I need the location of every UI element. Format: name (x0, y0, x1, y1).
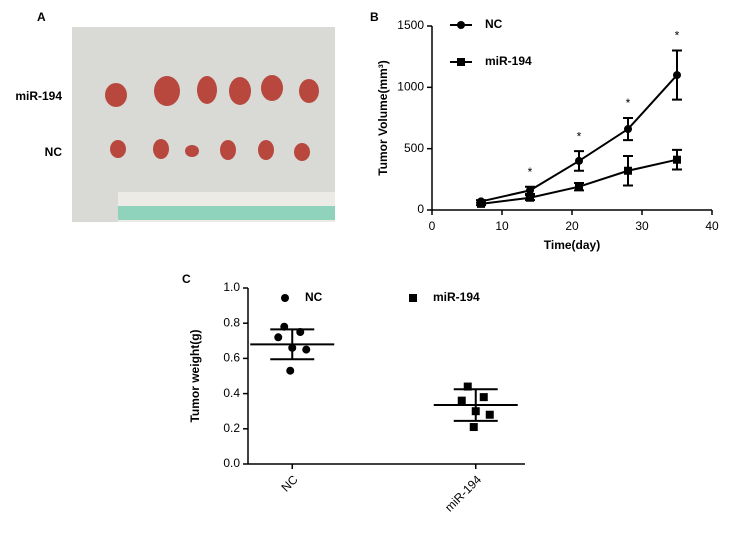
legend-label: miR-194 (485, 54, 532, 68)
marker (286, 366, 295, 375)
photo-background (72, 27, 335, 222)
legend-label: miR-194 (433, 290, 480, 304)
sd-bar (270, 328, 315, 361)
marker (526, 193, 534, 202)
sd-bar (453, 388, 498, 422)
significance-mark: * (528, 165, 533, 179)
legend-label: NC (305, 290, 323, 304)
x-tick-label: miR-194 (442, 472, 484, 514)
y-tick-label: 1000 (397, 80, 424, 94)
row-label: NC (45, 145, 63, 159)
y-axis-title: Tumor weight(g) (188, 329, 202, 422)
panel-label: A (37, 10, 46, 24)
marker (409, 294, 417, 302)
marker (274, 333, 283, 342)
ruler-stripe (118, 206, 335, 220)
marker (485, 410, 494, 419)
y-tick-label: 0.8 (223, 315, 240, 329)
marker (624, 125, 632, 134)
y-tick-label: 500 (404, 141, 424, 155)
x-tick-label: 10 (495, 219, 509, 233)
y-axis-title: Tumor Volume(mm³) (376, 60, 390, 176)
y-tick-label: 0.0 (223, 456, 240, 470)
x-tick-label: 20 (565, 219, 579, 233)
panel-label: C (182, 272, 191, 286)
y-tick-label: 0.2 (223, 421, 240, 435)
marker (575, 156, 583, 165)
y-tick-label: 0.4 (223, 386, 240, 400)
marker (463, 382, 472, 391)
significance-mark: * (675, 29, 680, 43)
marker (526, 186, 534, 195)
x-tick-label: NC (278, 472, 300, 494)
y-tick-label: 1500 (397, 18, 424, 32)
panel-label: B (370, 10, 379, 24)
y-tick-label: 0 (417, 202, 424, 216)
marker (457, 396, 466, 405)
y-tick-label: 1.0 (223, 280, 240, 294)
legend-label: NC (485, 17, 503, 31)
row-label: miR-194 (15, 89, 62, 103)
x-tick-label: 40 (705, 219, 719, 233)
marker (624, 166, 632, 175)
marker (457, 58, 465, 66)
marker (673, 155, 681, 164)
y-tick-label: 0.6 (223, 351, 240, 365)
tumor-photo: A miR-194 NC (15, 10, 335, 222)
x-tick-label: 0 (429, 219, 436, 233)
marker (575, 182, 583, 191)
x-axis-title: Time(day) (544, 238, 600, 252)
x-tick-label: 30 (635, 219, 649, 233)
significance-mark: * (626, 96, 631, 110)
marker (281, 294, 289, 302)
marker (302, 345, 311, 354)
tumors (105, 75, 319, 161)
marker (469, 423, 478, 432)
significance-mark: * (577, 129, 582, 143)
marker (477, 199, 485, 208)
marker (479, 393, 488, 402)
marker (673, 71, 681, 80)
marker (457, 21, 465, 29)
